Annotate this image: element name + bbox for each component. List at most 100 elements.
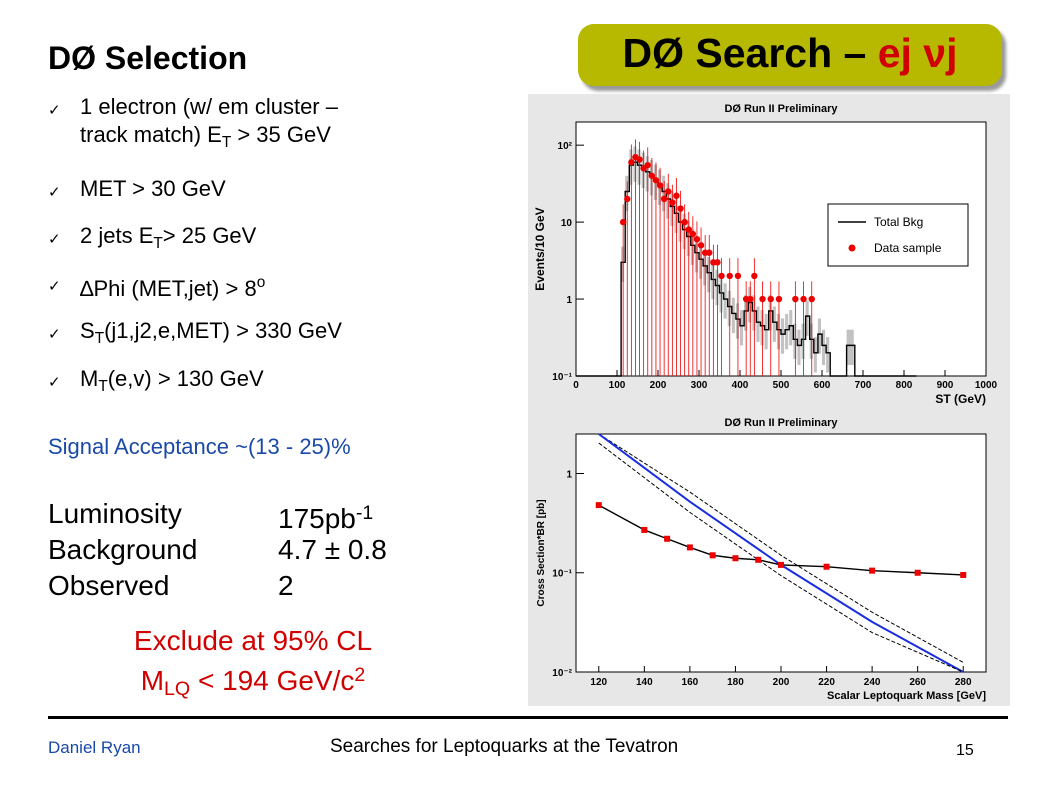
y-tick-label: 1: [566, 469, 572, 480]
x-tick-label: 120: [590, 677, 607, 688]
theory-lower-edge: [598, 442, 964, 673]
bkg-error-band: [826, 337, 830, 373]
limit-point: [732, 555, 739, 562]
y-tick-label: 10: [561, 218, 573, 229]
data-point: [706, 249, 713, 256]
data-point: [697, 242, 705, 249]
data-point: [693, 235, 701, 243]
stat-label: Luminosity: [48, 498, 182, 529]
bkg-error-band: [719, 277, 723, 313]
legend-box: [827, 203, 969, 267]
bkg-error-band: [846, 329, 854, 366]
limit-point: [869, 567, 876, 574]
plot-title: DØ Run II Preliminary: [724, 103, 838, 115]
check-icon: ✓: [48, 278, 61, 295]
bkg-error-band: [629, 149, 633, 185]
x-tick-label: 180: [727, 677, 744, 688]
y-axis-label: Cross Section*BR [pb]: [536, 499, 547, 606]
bkg-error-band: [731, 297, 735, 334]
bkg-error-band: [715, 269, 719, 306]
bkg-error-band: [760, 310, 764, 346]
theory-upper-edge: [598, 433, 964, 663]
bkg-error-band: [735, 303, 739, 339]
data-point: [759, 295, 766, 303]
bkg-error-band: [813, 337, 817, 373]
limit-point: [914, 569, 921, 576]
stat-label: Background: [48, 534, 198, 565]
x-tick-label: 700: [855, 380, 872, 391]
data-point: [775, 295, 783, 303]
bkg-error-band: [690, 229, 694, 265]
bkg-error-band: [633, 146, 637, 182]
x-axis-label: ST (GeV): [935, 392, 986, 406]
data-point: [681, 218, 688, 226]
data-point: [685, 226, 692, 233]
data-point: [808, 295, 815, 303]
x-tick-label: 200: [650, 380, 667, 391]
check-icon: ✓: [48, 231, 61, 248]
bkg-error-band: [645, 156, 649, 192]
bkg-error-band: [703, 250, 707, 286]
limit-point: [641, 526, 648, 533]
bkg-error-band: [822, 329, 826, 366]
bkg-error-band: [699, 243, 703, 279]
bkg-error-band: [625, 175, 629, 212]
limit-point: [595, 502, 602, 509]
check-icon: ✓: [48, 102, 61, 119]
data-point: [747, 295, 754, 303]
bkg-error-band: [711, 263, 715, 300]
criterion-electron: ✓ 1 electron (w/ em cluster – track matc…: [48, 94, 468, 151]
bkg-error-band: [740, 310, 744, 346]
plot-area: [575, 433, 987, 673]
x-tick-label: 140: [636, 677, 653, 688]
x-tick-label: 280: [955, 677, 972, 688]
x-tick-label: 260: [909, 677, 926, 688]
data-point: [767, 295, 774, 303]
y-tick-label: 10⁻²: [552, 668, 572, 679]
exclusion-limit: MLQ < 194 GeV/c2: [140, 664, 366, 700]
data-point: [792, 295, 799, 303]
x-axis-label: Scalar Leptoquark Mass [GeV]: [827, 690, 986, 702]
bkg-error-band: [666, 183, 670, 219]
stat-value: 175pb-1: [278, 502, 374, 534]
footer-talk-title: Searches for Leptoquarks at the Tevatron: [330, 736, 679, 757]
criterion-text: 1 electron (w/ em cluster –: [80, 94, 338, 119]
data-point: [734, 272, 742, 280]
criterion-text: ∆Phi (MET,jet) > 8o: [80, 274, 266, 301]
data-point: [673, 192, 680, 199]
stat-value: 4.7 ± 0.8: [278, 534, 387, 565]
y-tick-label: 10²: [558, 141, 573, 152]
st-distribution-plot: DØ Run II Preliminary 0 100 200 300 400 500 600…: [528, 94, 1010, 412]
data-point: [714, 259, 721, 266]
criterion-text: 2 jets ET> 25 GeV: [80, 223, 257, 252]
limit-point: [778, 561, 784, 568]
data-point: [800, 295, 807, 303]
x-tick-label: 500: [773, 380, 790, 391]
bkg-error-band: [748, 286, 752, 323]
criterion-text: MT(e,v) > 130 GeV: [80, 366, 264, 395]
plot-title: DØ Run II Preliminary: [724, 417, 838, 429]
check-icon: ✓: [48, 374, 61, 391]
bkg-error-band: [637, 149, 641, 185]
data-point: [726, 272, 733, 280]
limit-point: [686, 544, 693, 551]
x-tick-label: 400: [732, 380, 749, 391]
x-tick-label: 0: [573, 380, 579, 391]
legend-marker-swatch: [848, 244, 856, 252]
limit-point: [755, 556, 762, 563]
data-point: [689, 230, 697, 238]
y-tick-label: 1: [566, 295, 572, 306]
check-icon: ✓: [48, 184, 61, 201]
stat-label: Observed: [48, 570, 170, 601]
x-tick-label: 300: [691, 380, 708, 391]
y-axis-label: Events/10 GeV: [533, 207, 547, 290]
bkg-error-band: [727, 290, 731, 327]
x-tick-label: 900: [937, 380, 954, 391]
x-tick-label: 220: [818, 677, 835, 688]
bkg-error-band: [785, 313, 789, 350]
data-point: [636, 156, 643, 163]
data-point: [648, 172, 656, 179]
data-point: [656, 182, 664, 189]
limit-point: [709, 552, 716, 559]
selection-heading: DØ Selection: [48, 40, 248, 76]
